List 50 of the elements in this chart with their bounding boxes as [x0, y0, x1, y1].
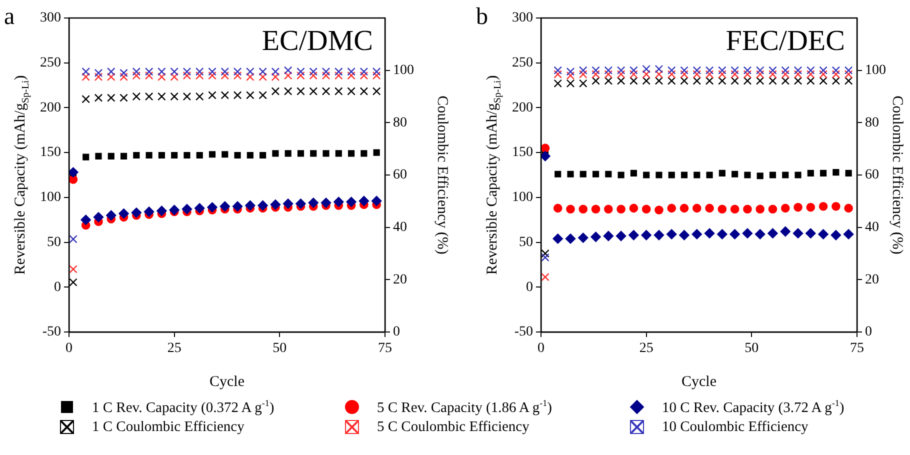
y-tick-label: 100 [40, 190, 61, 206]
y2-tick-label: 100 [865, 63, 886, 78]
x-axis-title: Cycle [682, 374, 717, 390]
legend-label: 10 Coulombic Efficiency [662, 418, 808, 436]
x-tick-label: 0 [538, 341, 544, 356]
text: b [476, 4, 488, 31]
legend-label: 1 C Rev. Capacity (0.372 A g$^{-1}$) [92, 398, 274, 417]
y2-tick-label: 20 [393, 272, 407, 288]
y-tick-label: 0 [526, 280, 533, 295]
chart-title: FEC/DEC [726, 25, 845, 58]
legend-label: 1 C Coulombic Efficiency [92, 418, 244, 436]
y-tick-label: 200 [40, 100, 61, 116]
x-tick-label: 50 [744, 341, 759, 356]
y2-axis-title: Coulombic Efficiency (%) [434, 96, 450, 254]
x-tick-label: 25 [167, 341, 182, 356]
y-tick-label: 300 [512, 10, 533, 26]
y-tick-label: 50 [47, 234, 61, 250]
legend-label: 5 C Coulombic Efficiency [377, 418, 530, 436]
y2-tick-label: 40 [393, 220, 407, 236]
y-tick-label: 150 [40, 145, 61, 160]
y-tick-label: 200 [512, 100, 533, 116]
legend-label: 10 C Rev. Capacity (3.72 A g$^{-1}$) [662, 398, 844, 417]
y2-tick-label: 60 [393, 168, 407, 183]
y2-tick-label: 40 [865, 220, 879, 236]
x-tick-label: 75 [850, 341, 864, 356]
x-tick-label: 0 [66, 341, 72, 356]
y2-tick-label: 60 [865, 168, 879, 183]
y2-axis-title: Coulombic Efficiency (%) [889, 96, 906, 254]
y-tick-label: 250 [40, 56, 61, 71]
y-tick-label: 0 [54, 280, 61, 295]
y2-tick-label: 0 [865, 324, 872, 340]
y2-tick-label: 80 [865, 115, 879, 130]
y-tick-label: 250 [512, 56, 533, 71]
y-tick-label: 100 [512, 190, 533, 206]
text: a [4, 4, 15, 31]
y-tick-label: -50 [514, 324, 533, 340]
y-tick-label: -50 [42, 324, 61, 340]
x-tick-label: 50 [272, 341, 287, 356]
y2-tick-label: 0 [393, 324, 400, 340]
x-tick-label: 75 [378, 341, 392, 356]
y-tick-label: 150 [512, 145, 533, 160]
y-tick-label: 50 [519, 234, 533, 250]
y2-tick-label: 80 [393, 115, 407, 130]
y2-tick-label: 20 [865, 272, 879, 288]
y-tick-label: 300 [40, 10, 61, 26]
y2-tick-label: 100 [393, 63, 414, 78]
legend-label: 5 C Rev. Capacity (1.86 A g$^{-1}$) [377, 398, 552, 417]
x-axis-title: Cycle [210, 374, 245, 390]
x-tick-label: 25 [639, 341, 654, 356]
chart-title: EC/DMC [262, 25, 373, 58]
